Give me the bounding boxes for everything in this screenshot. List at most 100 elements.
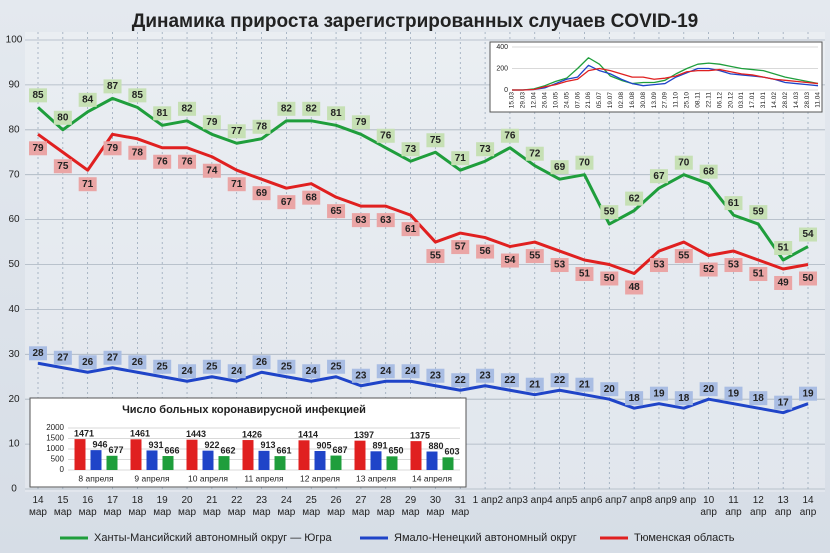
- value-label-bg: [351, 213, 370, 228]
- value-label-bg: [78, 92, 97, 107]
- value-label: 51: [579, 269, 591, 280]
- value-label: 25: [331, 361, 343, 372]
- x-tick-label: 27 мар: [351, 495, 370, 518]
- value-label: 68: [703, 166, 715, 177]
- value-label: 913: [260, 440, 275, 450]
- x-tick-label: 29.03: [520, 92, 527, 109]
- y-tick-label: 20: [8, 394, 20, 405]
- value-label: 81: [331, 108, 343, 119]
- value-label: 26: [132, 357, 144, 368]
- value-label: 677: [108, 445, 123, 455]
- value-label-bg: [29, 88, 47, 103]
- x-tick-label: 17 мар: [103, 495, 122, 518]
- plot-area: [489, 41, 823, 113]
- value-label-bg: [53, 350, 72, 365]
- value-label: 24: [306, 366, 318, 377]
- value-label-bg: [500, 373, 519, 388]
- value-label-bg: [699, 382, 718, 397]
- bar: [370, 451, 382, 470]
- x-tick-label: 14 апр: [799, 495, 817, 518]
- y-tick-label: 0: [60, 465, 65, 474]
- legend-label: Тюменская область: [634, 532, 735, 544]
- value-label: 56: [480, 246, 492, 257]
- value-label-bg: [128, 355, 147, 370]
- y-tick-label: 70: [8, 169, 20, 180]
- x-tick-label: 10 апреля: [188, 473, 228, 483]
- value-label: 71: [82, 179, 94, 190]
- bar: [218, 456, 230, 470]
- value-label: 69: [256, 188, 268, 199]
- value-label: 24: [405, 366, 417, 377]
- value-label-bg: [302, 364, 321, 379]
- value-label: 18: [753, 393, 765, 404]
- value-label-bg: [327, 359, 346, 374]
- value-label-bg: [53, 159, 72, 174]
- value-label-bg: [128, 145, 147, 160]
- value-label-bg: [376, 128, 395, 143]
- value-label: 55: [529, 251, 541, 262]
- value-label-bg: [302, 101, 321, 116]
- y-tick-label: 80: [8, 124, 20, 135]
- x-tick-label: 25.10: [684, 92, 691, 109]
- value-label: 79: [32, 143, 44, 154]
- x-tick-label: 13 апреля: [356, 473, 396, 483]
- value-label: 76: [504, 130, 516, 141]
- x-tick-label: 3 апр: [522, 495, 548, 506]
- value-label-bg: [649, 386, 668, 401]
- value-label-bg: [799, 271, 817, 286]
- value-label-bg: [674, 391, 693, 406]
- y-tick-label: 100: [6, 35, 23, 46]
- value-label: 73: [480, 144, 492, 155]
- value-label: 22: [455, 375, 467, 386]
- value-label-bg: [451, 240, 470, 255]
- x-tick-label: 6 апр: [596, 495, 622, 506]
- value-label: 57: [455, 242, 467, 253]
- value-label: 48: [629, 282, 641, 293]
- value-label: 1426: [242, 429, 262, 439]
- x-tick-label: 22 мар: [227, 495, 246, 518]
- value-label-bg: [575, 377, 594, 392]
- value-label: 21: [529, 379, 541, 390]
- x-tick-label: 03.01: [738, 92, 745, 109]
- value-label: 19: [802, 388, 814, 399]
- x-tick-label: 27.09: [662, 92, 669, 109]
- value-label: 650: [388, 446, 403, 456]
- value-label: 1461: [130, 429, 150, 439]
- value-label: 67: [281, 197, 293, 208]
- bar: [386, 456, 398, 470]
- value-label: 1375: [410, 431, 430, 441]
- value-label: 71: [231, 179, 243, 190]
- value-label-bg: [500, 128, 519, 143]
- x-tick-label: 07.06: [574, 92, 581, 109]
- value-label-bg: [128, 88, 147, 103]
- value-label: 82: [281, 103, 293, 114]
- x-tick-label: 10 апр: [700, 495, 717, 518]
- value-label: 20: [604, 384, 616, 395]
- x-tick-label: 19 мар: [153, 495, 172, 518]
- x-tick-label: 21.06: [585, 92, 592, 109]
- value-label: 1443: [186, 429, 206, 439]
- value-label: 71: [455, 153, 467, 164]
- chart-title: Динамика прироста зарегистрированных слу…: [132, 11, 698, 32]
- value-label-bg: [252, 186, 271, 201]
- x-tick-label: 30 мар: [426, 495, 445, 518]
- bar: [354, 440, 366, 470]
- value-label: 50: [604, 273, 616, 284]
- value-label-bg: [749, 391, 768, 406]
- x-tick-label: 7 апр: [621, 495, 647, 506]
- line: [37, 132, 809, 275]
- y-tick-label: 2000: [46, 423, 64, 432]
- value-label-bg: [178, 364, 197, 379]
- value-label-bg: [53, 110, 72, 125]
- x-tick-label: 8 апр: [646, 495, 672, 506]
- value-label: 78: [132, 147, 144, 158]
- x-tick-label: 19.07: [607, 92, 614, 109]
- value-label: 27: [107, 352, 119, 363]
- y-tick-label: 1500: [46, 434, 64, 443]
- value-label: 1397: [354, 430, 374, 440]
- value-label-bg: [625, 191, 644, 206]
- value-label-bg: [476, 368, 495, 383]
- x-tick-label: 9 апреля: [134, 473, 170, 483]
- value-label: 76: [380, 130, 392, 141]
